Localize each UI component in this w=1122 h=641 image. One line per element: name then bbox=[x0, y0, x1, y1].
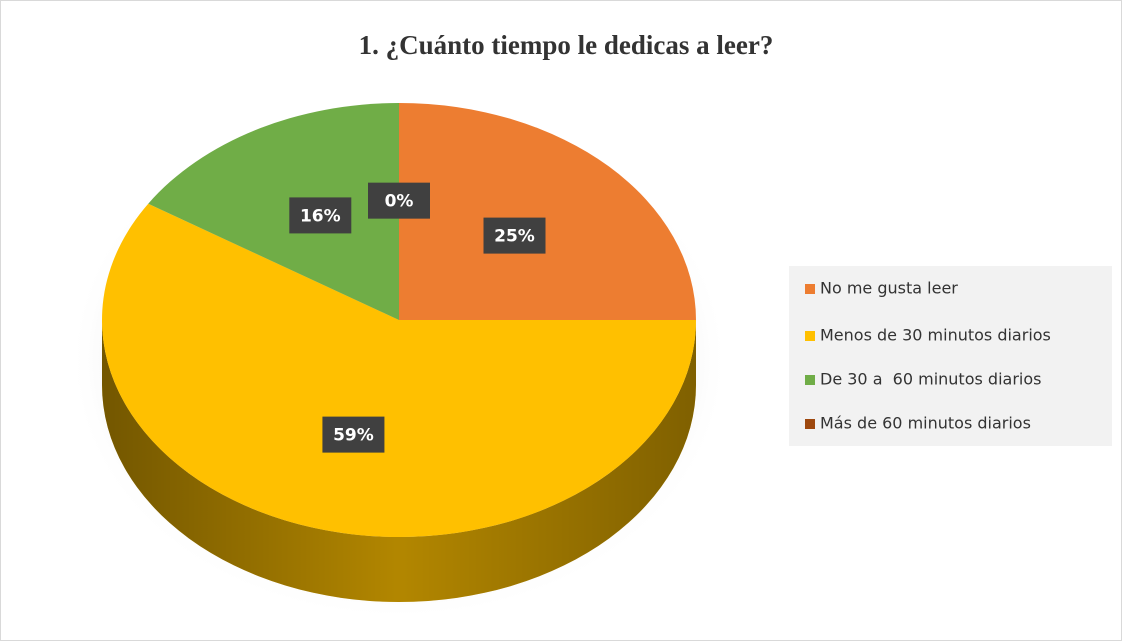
data-label-box bbox=[322, 416, 385, 453]
data-label-box bbox=[289, 197, 352, 234]
legend-label: No me gusta leer bbox=[820, 279, 958, 298]
chart-title: 1. ¿Cuánto tiempo le dedicas a leer? bbox=[359, 30, 774, 60]
legend-swatch bbox=[805, 331, 815, 341]
legend-box bbox=[789, 266, 1112, 446]
pie-slice bbox=[399, 103, 696, 320]
legend-label: De 30 a 60 minutos diarios bbox=[820, 370, 1041, 389]
data-label-box bbox=[483, 217, 546, 254]
data-label: 16% bbox=[300, 206, 341, 226]
data-label: 25% bbox=[494, 227, 535, 247]
legend-label: Menos de 30 minutos diarios bbox=[820, 326, 1051, 345]
data-label: 0% bbox=[385, 192, 414, 212]
pie-side-shade bbox=[102, 320, 696, 602]
legend-swatch bbox=[805, 419, 815, 429]
data-label: 59% bbox=[333, 426, 374, 446]
pie-slice bbox=[148, 103, 399, 320]
legend-swatch bbox=[805, 375, 815, 385]
legend-label: Más de 60 minutos diarios bbox=[820, 414, 1031, 433]
legend-swatch bbox=[805, 284, 815, 294]
data-label-box bbox=[368, 182, 430, 219]
pie-slice bbox=[102, 203, 697, 537]
